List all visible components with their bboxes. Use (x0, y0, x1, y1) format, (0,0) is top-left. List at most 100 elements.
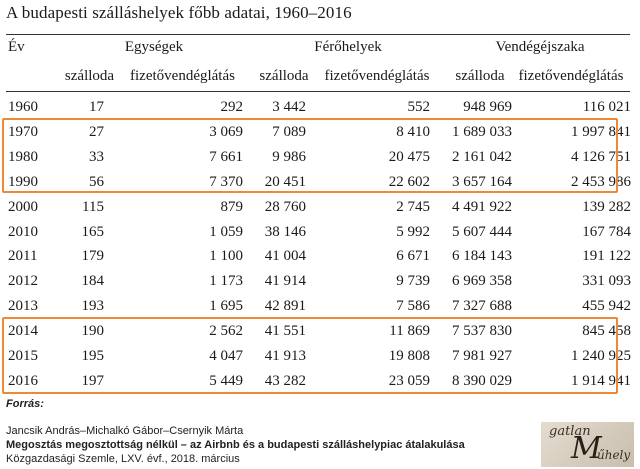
table-cell: 7 327 688 (452, 298, 512, 314)
table-cell-year: 2012 (8, 273, 38, 289)
table-cell: 9 739 (396, 273, 430, 289)
table-header-rule (6, 91, 630, 92)
table-cell: 2 161 042 (452, 149, 512, 165)
table-cell: 19 808 (388, 348, 430, 364)
table-cell: 1 059 (209, 224, 243, 240)
table-cell: 4 491 922 (452, 199, 512, 215)
table-cell: 11 869 (389, 323, 430, 339)
highlight-box-2014-2016 (2, 317, 618, 394)
table-cell: 7 370 (209, 174, 243, 190)
table-top-rule (6, 34, 630, 35)
header-group: Egységek (124, 39, 184, 55)
table-cell: 193 (81, 298, 105, 314)
table-cell: 41 004 (264, 248, 306, 264)
table-cell: 9 986 (272, 149, 306, 165)
logo-text-top: gatlan (549, 424, 591, 439)
table-cell-year: 2014 (8, 323, 38, 339)
header-subcolumn: fizetővendéglátás (518, 68, 624, 84)
logo: gatlan M űhely (541, 422, 634, 467)
table-cell: 28 760 (264, 199, 306, 215)
header-subcolumn: fizetővendéglátás (130, 68, 235, 84)
table-cell: 6 184 143 (452, 248, 512, 264)
table-cell: 5 992 (396, 224, 430, 240)
table-cell: 3 442 (272, 99, 306, 115)
table-cell: 27 (89, 124, 104, 140)
header-subcolumn: fizetővendéglátás (324, 68, 430, 84)
table-cell: 7 089 (272, 124, 306, 140)
table-cell: 5 607 444 (452, 224, 512, 240)
table-cell: 22 602 (388, 174, 430, 190)
table-cell: 1 173 (209, 273, 243, 289)
header-subcolumn: szálloda (455, 68, 505, 84)
table-cell-year: 2015 (8, 348, 38, 364)
table-cell: 33 (89, 149, 104, 165)
table-cell-year: 2011 (8, 248, 38, 264)
table-cell: 20 475 (388, 149, 430, 165)
header-subcolumn: szálloda (64, 68, 115, 84)
table-cell: 190 (81, 323, 105, 339)
source-article: Megosztás megosztottság nélkül – az Airb… (6, 439, 465, 451)
table-cell: 331 093 (582, 273, 631, 289)
table-cell: 195 (81, 348, 105, 364)
table-cell: 6 969 358 (452, 273, 512, 289)
table-cell: 56 (89, 174, 104, 190)
table-cell-year: 1960 (8, 99, 38, 115)
table-cell: 455 942 (582, 298, 631, 314)
table-cell: 7 586 (396, 298, 430, 314)
source-journal: Közgazdasági Szemle, LXV. évf., 2018. má… (6, 453, 240, 465)
table-cell: 6 671 (396, 248, 430, 264)
header-group: Vendégéjszaka (495, 39, 585, 55)
table-cell-year: 1990 (8, 174, 38, 190)
table-cell: 5 449 (209, 373, 243, 389)
table-cell: 20 451 (264, 174, 306, 190)
table-cell: 42 891 (264, 298, 306, 314)
table-cell: 1 100 (209, 248, 243, 264)
table-cell-year: 2000 (8, 199, 38, 215)
header-group: Férőhelyek (314, 39, 382, 55)
table-title: A budapesti szálláshelyek főbb adatai, 1… (6, 3, 352, 22)
table-cell-year: 1970 (8, 124, 38, 140)
header-subcolumn: szálloda (259, 68, 309, 84)
logo-letter: M (571, 431, 602, 466)
table-cell-year: 1980 (8, 149, 38, 165)
source-authors: Jancsik András–Michalkó Gábor–Csernyik M… (6, 425, 244, 437)
table-cell: 17 (89, 99, 104, 115)
table-cell: 139 282 (582, 199, 631, 215)
table-cell-year: 2010 (8, 224, 38, 240)
table-cell: 4 047 (209, 348, 243, 364)
table-cell: 2 745 (396, 199, 430, 215)
table-cell: 116 021 (582, 99, 631, 115)
table-cell: 1 689 033 (452, 124, 512, 140)
table-cell: 197 (81, 373, 105, 389)
highlight-box-1970-1990 (2, 118, 618, 193)
table-cell: 7 537 830 (452, 323, 512, 339)
table-cell: 3 657 164 (452, 174, 512, 190)
table-cell: 43 282 (264, 373, 306, 389)
table-cell: 191 122 (582, 248, 631, 264)
table-cell: 23 059 (388, 373, 430, 389)
table-cell: 552 (407, 99, 431, 115)
table-cell: 1 695 (209, 298, 243, 314)
table-cell: 165 (81, 224, 105, 240)
table-cell: 7 981 927 (452, 348, 512, 364)
table-cell: 292 (220, 99, 244, 115)
table-cell: 8 390 029 (452, 373, 512, 389)
table-cell: 184 (81, 273, 105, 289)
table-cell: 2 562 (209, 323, 243, 339)
table-cell: 167 784 (582, 224, 631, 240)
table-cell: 879 (220, 199, 244, 215)
table-cell: 7 661 (209, 149, 243, 165)
table-cell: 3 069 (209, 124, 243, 140)
logo-text-bottom: űhely (597, 448, 631, 462)
table-cell: 41 913 (264, 348, 306, 364)
table-cell: 41 914 (264, 273, 306, 289)
table-cell: 948 969 (463, 99, 512, 115)
table-cell: 41 551 (264, 323, 306, 339)
table-cell-year: 2016 (8, 373, 38, 389)
table-cell: 179 (81, 248, 105, 264)
source-label: Forrás: (6, 398, 44, 410)
table-cell: 115 (82, 199, 104, 215)
table-cell-year: 2013 (8, 298, 38, 314)
table-cell: 8 410 (396, 124, 430, 140)
header-year: Év (8, 39, 25, 55)
